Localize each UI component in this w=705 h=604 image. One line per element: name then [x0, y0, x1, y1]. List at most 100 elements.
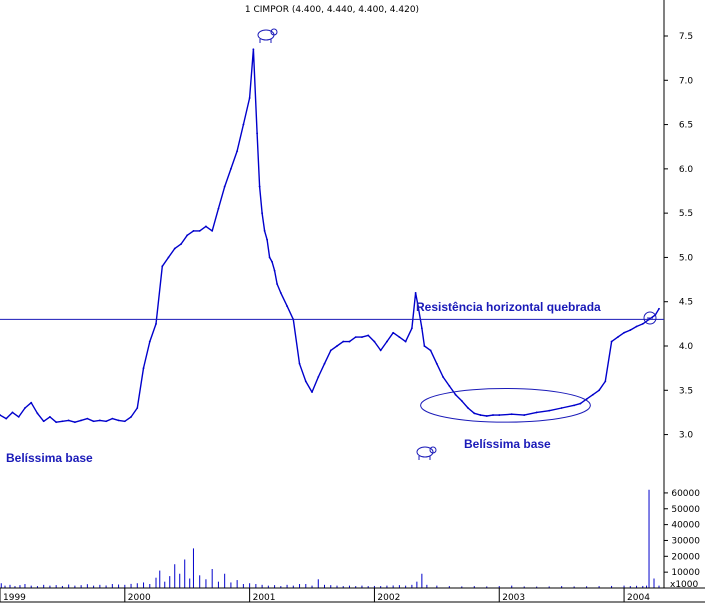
price-point	[148, 340, 151, 343]
price-point	[217, 207, 220, 210]
price-point	[111, 417, 114, 420]
price-point	[42, 420, 45, 423]
price-point	[379, 349, 382, 352]
price-point	[485, 415, 488, 417]
price-point	[348, 340, 351, 343]
price-point	[641, 322, 644, 325]
price-point	[117, 419, 120, 422]
price-point	[492, 414, 494, 416]
y-tick-label: 4.0	[679, 342, 694, 352]
y-tick-label: 7.5	[679, 32, 693, 42]
price-point	[17, 415, 20, 418]
price-point	[86, 417, 89, 420]
price-point	[658, 307, 660, 310]
price-point	[136, 407, 139, 409]
volume-tick-label: 20000	[671, 552, 700, 562]
price-point	[598, 389, 600, 392]
price-point	[329, 349, 332, 352]
price-point	[186, 234, 189, 237]
volume-layer	[0, 489, 660, 588]
price-point	[420, 327, 423, 330]
price-point	[354, 336, 357, 339]
price-point	[548, 409, 551, 412]
price-point	[123, 420, 126, 423]
y-tick-label: 5.5	[679, 209, 693, 219]
y-tick-label: 6.5	[679, 121, 693, 131]
price-point	[410, 327, 413, 330]
price-point	[142, 367, 145, 370]
x-tick-label: 2004	[627, 593, 650, 603]
price-point	[230, 167, 232, 170]
price-point	[256, 132, 259, 135]
price-point	[623, 331, 625, 334]
price-point	[414, 291, 417, 294]
price-point	[342, 340, 345, 343]
resistance-annotation: Resistência horizontal quebrada	[416, 300, 601, 314]
price-point	[479, 414, 482, 416]
price-point	[435, 362, 438, 365]
price-point	[24, 407, 26, 409]
left-base-annotation: Belíssima base	[6, 451, 93, 465]
right-base-annotation: Belíssima base	[464, 437, 551, 451]
price-point	[304, 380, 307, 383]
price-point	[279, 291, 282, 294]
base-highlight-ellipse	[420, 388, 591, 423]
price-point	[73, 421, 76, 424]
y-tick-label: 4.5	[679, 298, 693, 308]
price-point	[610, 340, 613, 343]
price-point	[223, 185, 226, 188]
y-tick-label: 3.0	[679, 431, 694, 441]
price-point	[55, 421, 58, 424]
y-tick-label: 5.0	[679, 253, 694, 263]
price-point	[417, 305, 420, 308]
price-point	[579, 402, 582, 405]
price-point	[591, 393, 594, 396]
price-point	[635, 325, 638, 328]
price-point	[211, 229, 214, 232]
price-point	[205, 225, 207, 228]
breakout-icon	[643, 311, 657, 325]
price-point	[523, 414, 526, 416]
price-point	[273, 269, 276, 272]
volume-tick-label: 40000	[671, 521, 700, 531]
volume-tick-label: 10000	[671, 568, 700, 578]
price-point	[268, 256, 271, 259]
price-point	[386, 340, 388, 343]
price-point	[105, 420, 107, 423]
price-layer	[0, 48, 660, 424]
overlay-layer	[0, 318, 664, 423]
price-point	[67, 419, 70, 422]
price-point	[448, 384, 451, 387]
x-tick-label: 2001	[253, 593, 276, 603]
price-point	[498, 414, 501, 416]
price-point	[317, 376, 320, 378]
x-tick-label: 2002	[377, 593, 400, 603]
price-point	[392, 331, 395, 334]
x-tick-label: 2000	[128, 593, 151, 603]
x-tick-label: 1999	[3, 593, 26, 603]
price-point	[298, 362, 301, 365]
price-point	[629, 329, 632, 331]
chart-title: 1 CIMPOR (4.400, 4.440, 4.400, 4.420)	[245, 5, 419, 15]
bear-icon	[416, 446, 437, 460]
price-point	[252, 48, 255, 51]
price-point	[429, 349, 432, 352]
price-point	[161, 265, 164, 268]
price-point	[361, 336, 363, 339]
price-point	[98, 419, 101, 422]
price-point	[130, 415, 132, 418]
price-point	[616, 336, 619, 339]
price-point	[454, 393, 457, 396]
price-point	[271, 260, 273, 263]
price-point	[442, 376, 444, 378]
price-point	[373, 340, 376, 343]
price-point	[261, 212, 264, 215]
price-series-line	[0, 48, 660, 423]
price-point	[535, 411, 538, 414]
price-point	[258, 185, 261, 188]
price-point	[236, 150, 239, 153]
price-point	[61, 420, 64, 423]
price-point	[11, 411, 14, 414]
